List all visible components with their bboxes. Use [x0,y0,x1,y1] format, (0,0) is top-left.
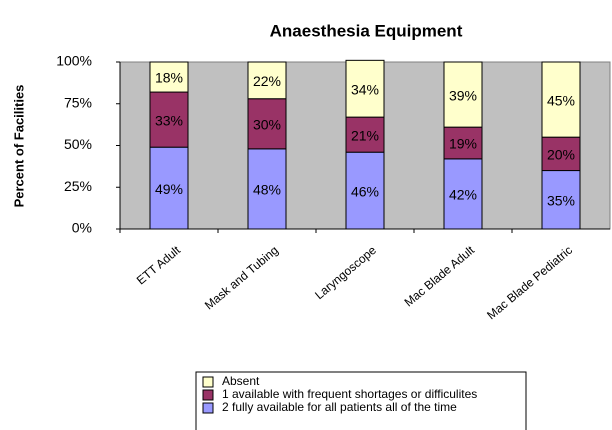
y-tick-label: 50% [64,136,92,152]
legend-swatch [202,389,214,401]
data-label: 34% [351,81,379,97]
y-axis-label: Percent of Facilities [11,85,26,208]
data-label: 48% [253,182,281,198]
data-label: 21% [351,127,379,143]
y-tick-label: 25% [64,178,92,194]
y-tick-label: 75% [64,94,92,110]
x-tick-label: Laryngoscope [312,243,379,302]
bar-segment [541,170,581,230]
data-label: 30% [253,116,281,132]
data-label: 33% [155,112,183,128]
bar-segment [443,126,483,160]
data-label: 46% [351,183,379,199]
legend-box [195,371,527,430]
bar-segment [345,151,385,230]
y-tick-label: 100% [56,53,92,69]
bar-segment [443,158,483,230]
bar-segment [149,91,189,148]
legend-label: 2 fully available for all patients all o… [222,400,457,414]
data-label: 22% [253,73,281,89]
data-label: 20% [547,147,575,163]
data-label: 42% [449,187,477,203]
data-label: 45% [547,92,575,108]
bar-segment [541,61,581,138]
x-tick-label: Mac Blade Adult [402,243,478,310]
data-label: 39% [449,87,477,103]
bar-segment [345,59,385,118]
legend-label: Absent [222,374,260,388]
chart-title: Anaesthesia Equipment [270,21,463,40]
x-tick-label: Mac Blade Pediatric [484,243,575,322]
bar-segment [541,136,581,172]
bar-segment [247,98,287,150]
bar-segment [345,116,385,153]
legend-swatch [202,376,214,388]
data-label: 49% [155,181,183,197]
data-label: 19% [449,136,477,152]
x-tick-label: ETT Adult [134,243,184,288]
data-label: 18% [155,70,183,86]
y-tick-label: 0% [72,220,92,236]
x-tick-label: Mask and Tubing [202,243,281,312]
bar-segment [149,61,189,93]
legend-label: 1 available with frequent shortages or d… [222,387,477,401]
bar-segment [149,146,189,230]
bar-segment [443,61,483,128]
legend-swatch [202,402,214,414]
data-label: 35% [547,192,575,208]
bar-segment [247,61,287,100]
